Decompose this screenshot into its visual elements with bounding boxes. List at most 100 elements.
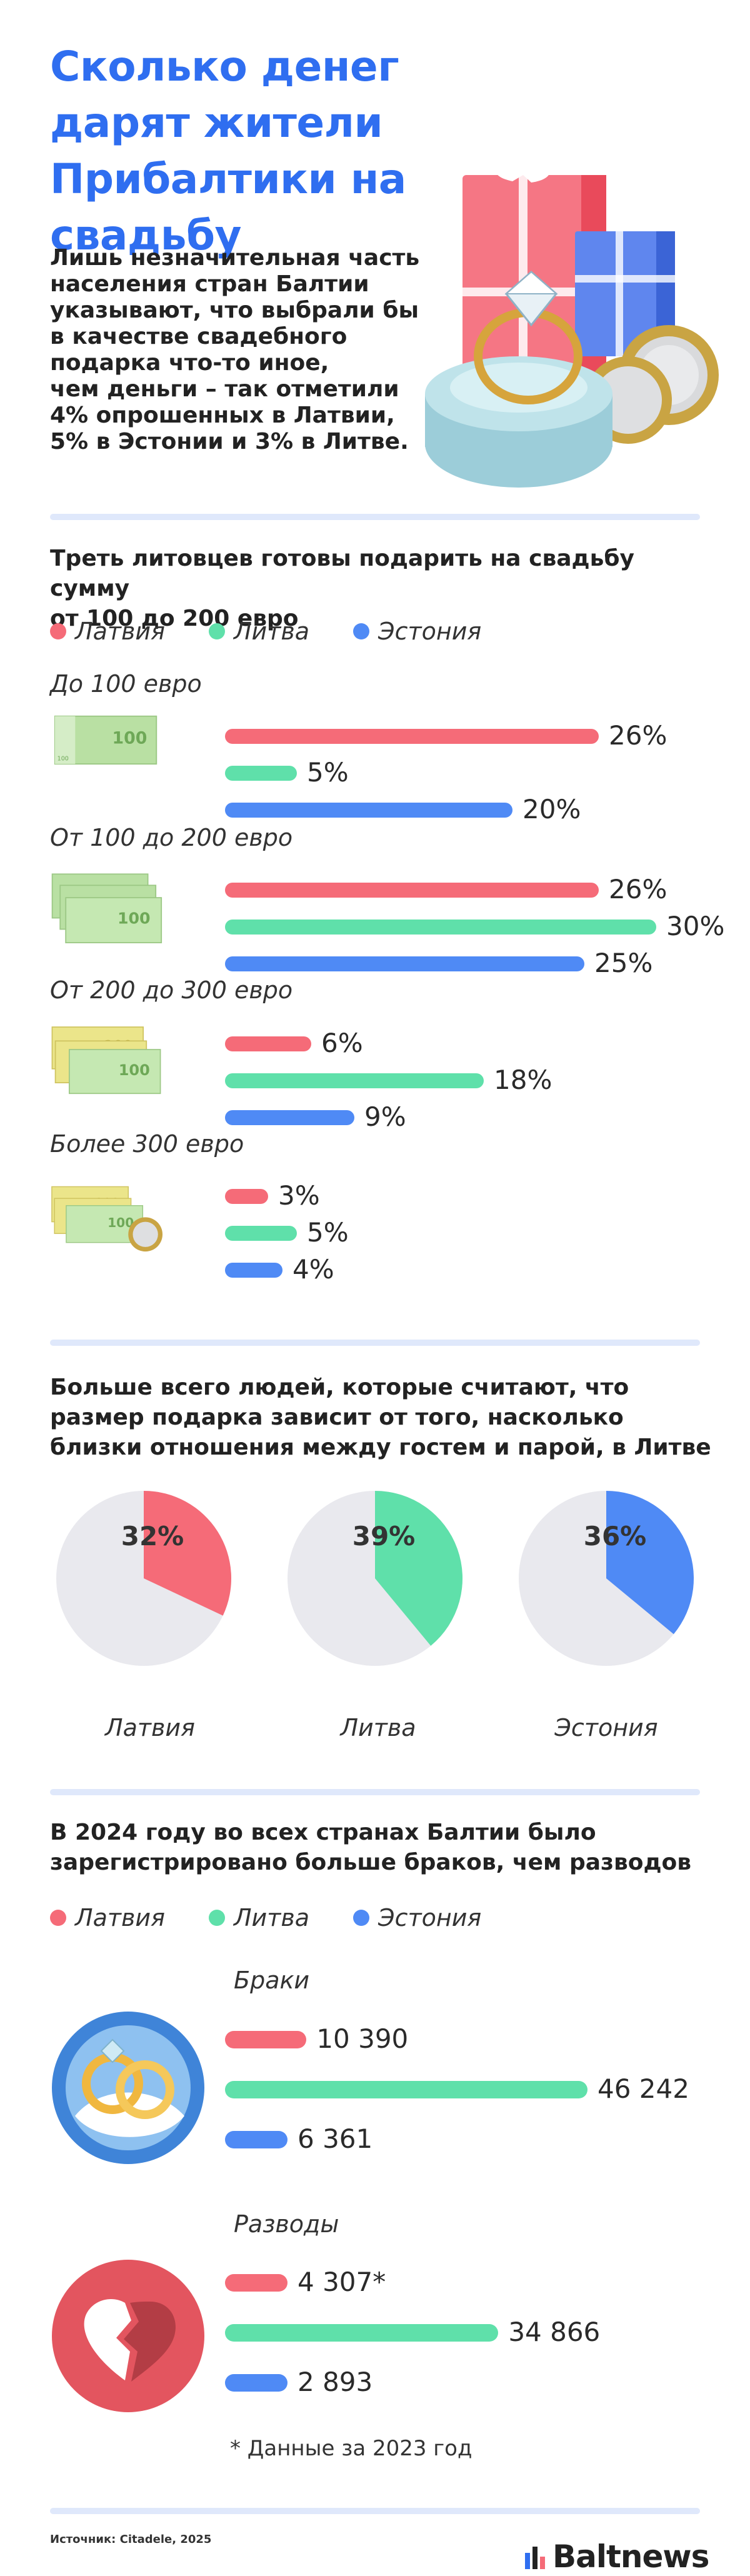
estonia-dot-icon xyxy=(353,623,370,639)
group-label: От 100 до 200 евро xyxy=(50,824,293,851)
bar-value-label: 18% xyxy=(494,1065,552,1095)
bar-lithuania xyxy=(225,1226,297,1241)
baltnews-logo: Baltnews xyxy=(525,2538,709,2575)
bar-value-label: 10 390 xyxy=(316,2023,409,2054)
bar-value-label: 26% xyxy=(609,874,668,905)
page-title: Сколько денег дарят жители Прибалтики на… xyxy=(50,43,406,259)
bar-value-label: 4% xyxy=(292,1254,334,1285)
pie-label-estonia: Эстония xyxy=(554,1714,658,1742)
section-3-title: В 2024 году во всех странах Балтии было … xyxy=(50,1820,692,1875)
pie-slice-lithuania xyxy=(375,1491,462,1646)
bar-value-label: 34 866 xyxy=(508,2317,601,2347)
svg-text:100: 100 xyxy=(108,1215,134,1230)
group-label: От 200 до 300 евро xyxy=(50,976,293,1004)
section-divider xyxy=(50,1789,700,1795)
broken-heart-icon xyxy=(52,2260,204,2412)
legend-item-estonia: Эстония xyxy=(353,1904,481,1932)
pie-value-label: 36% xyxy=(583,1521,647,1551)
gift-boxes-rings-coins-illustration xyxy=(425,169,719,488)
bar-lithuania xyxy=(225,766,297,781)
svg-text:100: 100 xyxy=(119,1061,150,1079)
legend-item-latvia: Латвия xyxy=(50,1904,165,1932)
bar-estonia xyxy=(225,1110,354,1125)
wedding-rings-icon xyxy=(52,2012,204,2164)
latvia-dot-icon xyxy=(50,623,66,639)
svg-text:100: 100 xyxy=(58,755,69,762)
section-2-title: Больше всего людей, которые считают, что… xyxy=(50,1375,711,1460)
bar-estonia xyxy=(225,1263,282,1278)
legend-item-lithuania: Литва xyxy=(208,1904,310,1932)
pie-estonia xyxy=(519,1491,694,1666)
pie-lithuania xyxy=(288,1491,462,1666)
bar-latvia xyxy=(225,1189,268,1204)
legend-label: Латвия xyxy=(75,1904,165,1932)
section-divider xyxy=(50,1340,700,1346)
legend-label: Эстония xyxy=(378,618,482,645)
bar-value-label: 25% xyxy=(594,948,653,978)
legend-item-estonia: Эстония xyxy=(353,618,481,645)
svg-text:100: 100 xyxy=(112,729,148,748)
bar-value-label: 6% xyxy=(321,1028,363,1058)
euro-banknotes-and-coin-icon: 200 100 xyxy=(51,1186,162,1252)
legend-item-latvia: Латвия xyxy=(50,618,165,645)
bar-estonia xyxy=(225,803,512,818)
euro-200-100-banknotes-icon: 200 100 xyxy=(51,1026,161,1095)
divorces-label: Разводы xyxy=(234,2210,339,2238)
section-1-title: Треть литовцев готовы подарить на свадьб… xyxy=(50,546,634,631)
logo-bars-icon xyxy=(525,2547,545,2569)
lead-paragraph: Лишь незначительная часть населения стра… xyxy=(50,245,420,454)
legend-3: Латвия Литва Эстония xyxy=(50,1904,525,1932)
svg-text:100: 100 xyxy=(118,910,151,928)
bar-estonia xyxy=(225,2374,288,2392)
bar-lithuania xyxy=(225,920,656,935)
bar-estonia xyxy=(225,956,584,971)
section-divider xyxy=(50,2508,700,2514)
lithuania-dot-icon xyxy=(208,623,225,639)
legend-item-lithuania: Литва xyxy=(208,618,310,645)
pie-value-label: 32% xyxy=(121,1521,184,1551)
euro-100-banknotes-stack-icon: 100 xyxy=(51,873,162,943)
bar-value-label: 4 307* xyxy=(298,2267,386,2297)
bar-value-label: 2 893 xyxy=(298,2367,373,2397)
bar-latvia xyxy=(225,2274,288,2292)
latvia-dot-icon xyxy=(50,1910,66,1926)
bar-value-label: 9% xyxy=(364,1101,406,1132)
bar-latvia xyxy=(225,1036,311,1051)
source-text: Источник: Citadele, 2025 xyxy=(50,2533,212,2546)
lithuania-dot-icon xyxy=(208,1910,225,1926)
group-label: До 100 евро xyxy=(50,670,202,698)
section-divider xyxy=(50,514,700,520)
bar-value-label: 30% xyxy=(666,911,725,941)
bar-value-label: 26% xyxy=(609,720,668,751)
legend-label: Латвия xyxy=(75,618,165,645)
legend-label: Литва xyxy=(233,618,310,645)
pie-slice-latvia xyxy=(144,1491,231,1616)
pie-label-lithuania: Литва xyxy=(340,1714,416,1742)
bar-lithuania xyxy=(225,1073,484,1088)
pie-latvia xyxy=(56,1491,231,1666)
bar-value-label: 20% xyxy=(522,794,581,824)
bar-value-label: 46 242 xyxy=(598,2073,689,2104)
bar-latvia xyxy=(225,883,599,898)
euro-100-banknote-icon: 100 100 xyxy=(54,715,158,765)
footnote: * Данные за 2023 год xyxy=(230,2436,472,2461)
pie-value-label: 39% xyxy=(352,1521,416,1551)
estonia-dot-icon xyxy=(353,1910,370,1926)
bar-value-label: 5% xyxy=(307,757,349,788)
bar-value-label: 5% xyxy=(307,1217,349,1248)
logo-text: Baltnews xyxy=(552,2538,709,2575)
bar-lithuania xyxy=(225,2324,499,2342)
bar-estonia xyxy=(225,2131,288,2148)
legend-1: Латвия Литва Эстония xyxy=(50,618,525,645)
legend-label: Литва xyxy=(233,1904,310,1932)
legend-label: Эстония xyxy=(378,1904,482,1932)
pie-label-latvia: Латвия xyxy=(105,1714,195,1742)
marriages-label: Браки xyxy=(234,1967,310,1994)
bar-value-label: 6 361 xyxy=(298,2123,373,2154)
group-label: Более 300 евро xyxy=(50,1130,244,1158)
bar-value-label: 3% xyxy=(278,1180,320,1211)
bar-lithuania xyxy=(225,2081,588,2098)
pie-slice-estonia xyxy=(606,1491,694,1635)
bar-latvia xyxy=(225,729,599,744)
bar-latvia xyxy=(225,2031,307,2048)
